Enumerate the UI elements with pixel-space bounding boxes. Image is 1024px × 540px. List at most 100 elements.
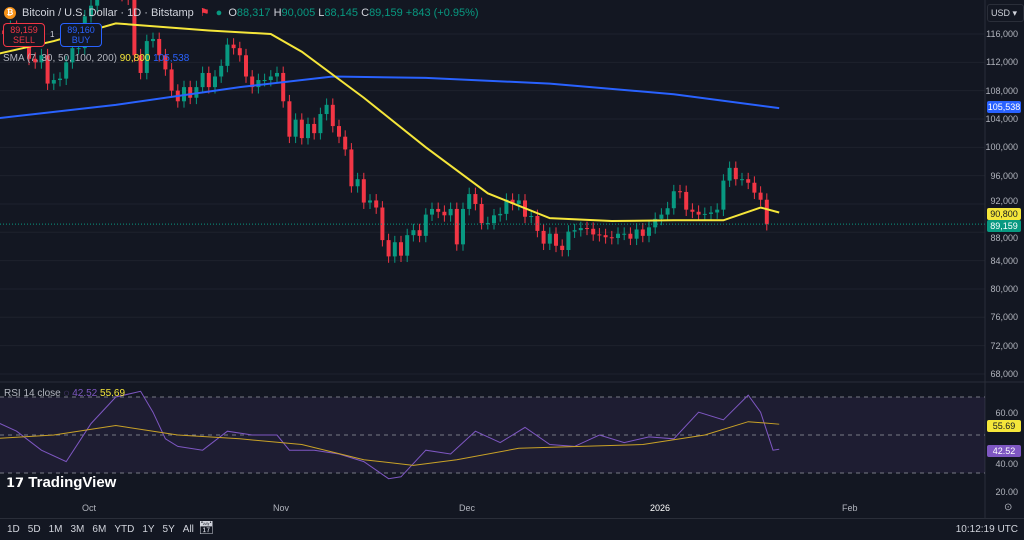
range-button-3m[interactable]: 3M	[70, 524, 85, 535]
candle	[138, 55, 143, 73]
candle	[95, 0, 100, 6]
range-button-1y[interactable]: 1Y	[142, 524, 155, 535]
sell-button[interactable]: 89,159 SELL	[3, 23, 45, 47]
date-range-icon[interactable]: 📅︎	[198, 520, 215, 535]
bottom-toolbar: 1D 5D 1M 3M 6M YTD 1Y 5Y All 📅︎ 10:12:19 UTC	[0, 518, 1024, 540]
time-label: Oct	[82, 503, 97, 513]
candle	[616, 233, 620, 238]
candle	[684, 191, 689, 210]
candle	[659, 214, 664, 219]
candle	[560, 245, 565, 251]
candle	[473, 194, 478, 204]
range-button-ytd[interactable]: YTD	[114, 524, 135, 535]
candle	[516, 200, 521, 204]
candle	[405, 235, 410, 256]
candle	[268, 76, 273, 81]
tradingview-logo: 𝟭𝟳 TradingView	[6, 474, 117, 491]
candle	[727, 167, 732, 181]
candle	[386, 240, 391, 257]
candle	[498, 213, 503, 216]
candle	[368, 200, 372, 203]
price-axis-label: 116,000	[986, 29, 1018, 39]
rsi-axis-label: 20.00	[995, 487, 1018, 497]
sma-yellow-price-tag: 90,800	[987, 208, 1021, 220]
rsi-ma-tag: 55.69	[987, 420, 1021, 432]
candle	[603, 235, 608, 238]
candle	[436, 208, 441, 212]
candle	[225, 44, 230, 66]
candle	[374, 200, 379, 208]
price-axis-label: 96,000	[990, 170, 1018, 181]
candle	[702, 213, 707, 215]
candle	[250, 76, 255, 88]
candle	[293, 119, 298, 137]
candle	[58, 78, 62, 81]
loading-icon: ◌	[63, 388, 70, 399]
candle	[634, 229, 639, 239]
rsi-axis-label: 40.00	[995, 459, 1018, 469]
candle	[578, 228, 583, 231]
candle	[169, 69, 174, 91]
candle	[547, 233, 552, 244]
candle	[361, 179, 366, 203]
clock[interactable]: 10:12:19 UTC	[955, 524, 1018, 535]
candle	[640, 229, 645, 236]
candle	[740, 179, 744, 181]
range-button-5y[interactable]: 5Y	[162, 524, 175, 535]
rsi-axis-label: 60.00	[995, 408, 1018, 418]
symbol-title[interactable]: Bitcoin / U.S. Dollar · 1D · Bitstamp	[22, 6, 194, 19]
candle	[442, 211, 447, 216]
candle	[752, 182, 757, 193]
buy-button[interactable]: 89,160 BUY	[60, 23, 102, 47]
candle	[343, 136, 348, 150]
candle	[51, 80, 56, 84]
candle	[504, 199, 509, 214]
range-button-1d[interactable]: 1D	[7, 524, 20, 535]
range-button-5d[interactable]: 5D	[27, 524, 41, 535]
sma-legend[interactable]: SMA (7, 30, 50, 100, 200) 90,800 105,538	[3, 53, 190, 64]
candle	[45, 55, 50, 84]
candle	[188, 87, 193, 98]
candle	[231, 44, 236, 49]
range-button-all[interactable]: All	[182, 524, 194, 535]
candle	[213, 76, 217, 88]
rsi-legend[interactable]: RSI 14 close ◌ 42.52 55.69	[4, 388, 126, 399]
candle	[275, 72, 279, 77]
candle	[330, 104, 335, 127]
candle	[200, 72, 205, 88]
candle	[454, 208, 459, 245]
range-button-1m[interactable]: 1M	[48, 524, 63, 535]
candle	[709, 212, 713, 214]
candle	[696, 211, 701, 215]
candle	[746, 179, 751, 183]
price-axis-label: 108,000	[985, 85, 1018, 96]
rsi-ma-line	[0, 421, 780, 466]
price-axis-label: 76,000	[990, 312, 1018, 323]
flag-icon[interactable]: ⚑	[199, 7, 210, 19]
candle	[163, 55, 168, 70]
candle	[715, 209, 720, 213]
price-axis-label: 68,000	[990, 368, 1018, 379]
candle	[411, 230, 416, 236]
candle	[349, 149, 354, 187]
candle	[287, 101, 292, 137]
settings-icon[interactable]: ⊙	[1004, 502, 1013, 513]
candle	[665, 208, 670, 215]
candle	[306, 123, 310, 139]
sma-200-line	[0, 75, 780, 120]
candle	[423, 214, 428, 236]
candle	[609, 237, 614, 239]
price-axis-label: 104,000	[985, 114, 1018, 124]
candle	[492, 215, 496, 224]
candle	[33, 58, 38, 63]
candle	[758, 192, 763, 200]
currency-selector[interactable]: USD ▾	[987, 4, 1024, 22]
candle	[337, 126, 341, 137]
candle	[355, 179, 360, 187]
candle	[597, 234, 602, 236]
candle	[206, 72, 211, 88]
candle	[671, 191, 676, 209]
price-axis-label: 92,000	[990, 196, 1018, 206]
range-button-6m[interactable]: 6M	[92, 524, 107, 535]
